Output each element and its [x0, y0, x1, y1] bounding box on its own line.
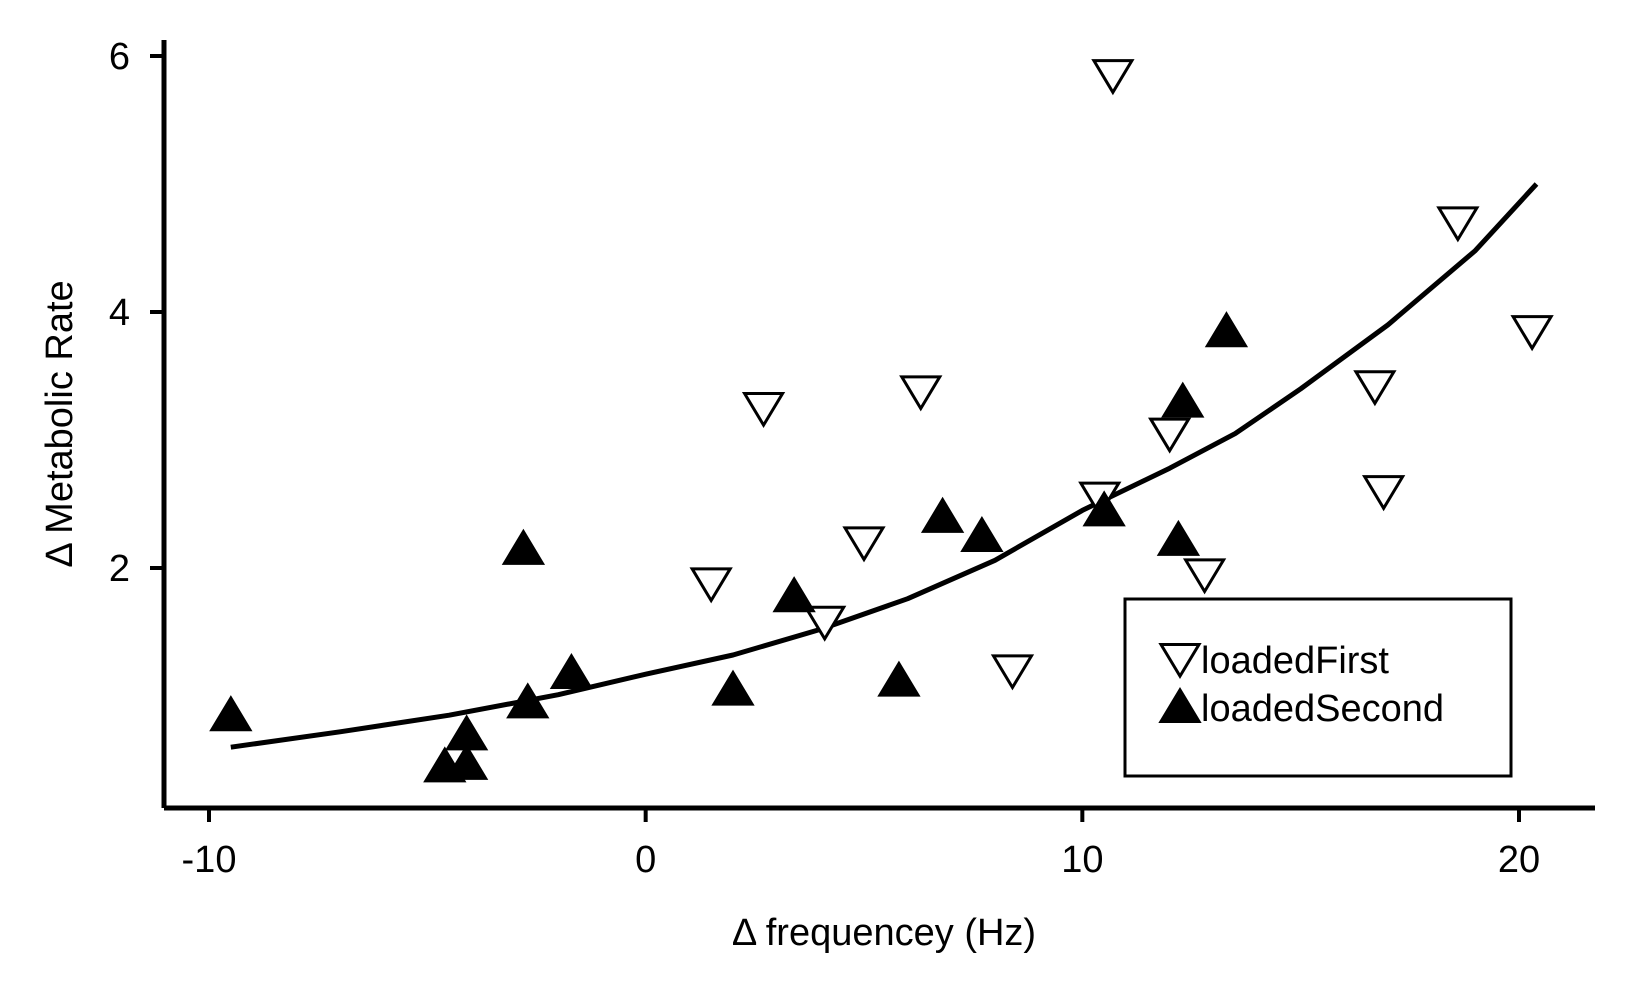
- y-axis-ticks: 2 4 6: [109, 36, 164, 590]
- legend-box: [1123, 597, 1513, 778]
- y-tick-label: 2: [109, 548, 130, 590]
- data-point-loadedFirst: [990, 654, 1035, 691]
- data-point-loadedFirst: [1361, 475, 1406, 512]
- data-point-loadedFirst: [842, 526, 886, 563]
- data-point-loadedSecond: [1161, 381, 1205, 418]
- data-point-loadedFirst: [741, 391, 786, 429]
- data-point-loadedFirst: [1436, 206, 1480, 243]
- data-point-loadedFirst: [1510, 315, 1554, 352]
- x-tick-label: 0: [635, 839, 656, 881]
- x-tick-label: -10: [182, 839, 237, 881]
- data-point-loadedSecond: [772, 576, 816, 613]
- legend-marker-loadedFirst: [1158, 642, 1202, 680]
- legend-entries: loadedFirst loadedSecond: [1158, 640, 1444, 730]
- legend-label-loadedSecond: loadedSecond: [1201, 688, 1444, 730]
- fit-curve-layer: [230, 182, 1539, 750]
- legend: loadedFirst loadedSecond: [1123, 597, 1513, 778]
- data-point-loadedSecond: [1082, 490, 1126, 527]
- y-tick-label: 6: [109, 36, 130, 78]
- data-point-loadedSecond: [1156, 519, 1201, 556]
- data-point-loadedFirst: [1148, 417, 1192, 454]
- data-point-loadedSecond: [711, 669, 755, 706]
- data-point-loadedFirst: [899, 375, 943, 412]
- x-axis-title: Δ frequencey (Hz): [732, 912, 1036, 954]
- x-tick-label: 10: [1061, 839, 1103, 881]
- data-point-loadedSecond: [877, 660, 921, 697]
- data-points-layer: [209, 59, 1554, 783]
- data-point-loadedFirst: [1182, 558, 1227, 595]
- legend-label-loadedFirst: loadedFirst: [1201, 640, 1389, 682]
- data-point-loadedSecond: [501, 528, 546, 565]
- data-point-loadedSecond: [444, 743, 489, 780]
- data-point-loadedFirst: [803, 605, 847, 642]
- data-point-loadedSecond: [920, 496, 965, 533]
- y-axis-title: Δ Metabolic Rate: [39, 280, 81, 567]
- data-point-loadedSecond: [960, 515, 1004, 553]
- data-point-loadedSecond: [209, 695, 253, 732]
- data-point-loadedFirst: [1353, 370, 1397, 407]
- fit-curve: [230, 182, 1539, 750]
- legend-marker-loadedSecond: [1158, 686, 1202, 724]
- data-point-loadedSecond: [549, 652, 594, 689]
- x-tick-label: 20: [1498, 839, 1540, 881]
- data-point-loadedSecond: [506, 682, 550, 719]
- y-tick-label: 4: [109, 292, 130, 334]
- x-axis-ticks: -10 0 10 20: [182, 808, 1540, 881]
- data-point-loadedFirst: [689, 567, 733, 604]
- data-point-loadedSecond: [1204, 311, 1249, 348]
- data-point-loadedFirst: [1091, 59, 1135, 96]
